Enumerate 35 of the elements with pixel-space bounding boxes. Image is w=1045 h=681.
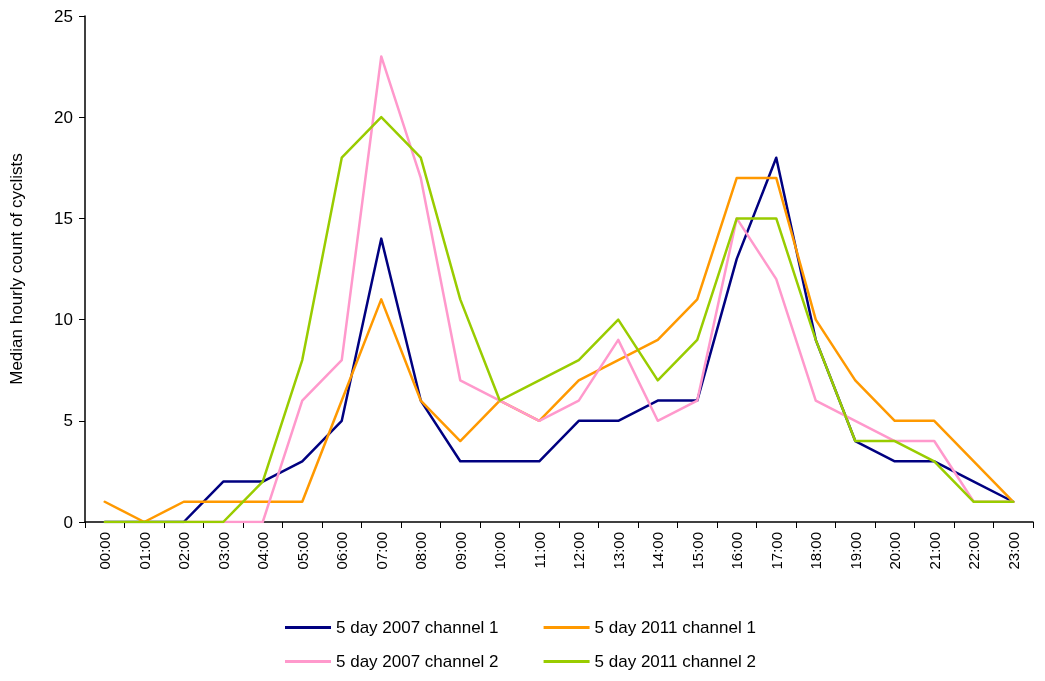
- x-tick-label: 19:00: [846, 532, 864, 570]
- x-tick-label: 18:00: [807, 532, 825, 570]
- legend-label: 5 day 2007 channel 1: [336, 618, 499, 637]
- x-tick-label: 04:00: [254, 532, 272, 570]
- x-tick-label: 05:00: [293, 532, 311, 570]
- x-tick-label: 08:00: [412, 532, 430, 570]
- x-tick-label: 09:00: [451, 532, 469, 570]
- legend-label: 5 day 2007 channel 2: [336, 652, 499, 671]
- x-tick-label: 10:00: [491, 532, 509, 570]
- y-tick-label: 5: [63, 411, 73, 431]
- x-tick-label: 20:00: [886, 532, 904, 570]
- y-tick-label: 0: [63, 512, 73, 532]
- y-tick-label: 10: [54, 310, 73, 330]
- x-tick-label: 23:00: [1004, 532, 1022, 570]
- x-tick-label: 15:00: [688, 532, 706, 570]
- x-tick-label: 03:00: [214, 532, 232, 570]
- legend-label: 5 day 2011 channel 1: [594, 618, 756, 637]
- x-tick-label: 06:00: [333, 532, 351, 570]
- x-tick-label: 16:00: [728, 532, 746, 570]
- x-tick-label: 02:00: [175, 532, 193, 570]
- y-axis-title: Median hourly count of cyclists: [7, 153, 26, 385]
- x-tick-label: 13:00: [609, 532, 627, 570]
- y-tick-label: 15: [54, 208, 73, 228]
- x-tick-label: 17:00: [767, 532, 785, 570]
- x-tick-label: 21:00: [925, 532, 943, 570]
- x-tick-label: 14:00: [649, 532, 667, 570]
- x-tick-label: 01:00: [135, 532, 153, 570]
- y-tick-label: 20: [54, 107, 73, 127]
- x-tick-label: 11:00: [530, 532, 548, 569]
- y-tick-label: 25: [54, 6, 73, 26]
- x-tick-label: 22:00: [965, 532, 983, 570]
- x-tick-label: 00:00: [96, 532, 114, 570]
- x-tick-label: 12:00: [570, 532, 588, 570]
- legend-label: 5 day 2011 channel 2: [594, 652, 756, 671]
- x-tick-label: 07:00: [372, 532, 390, 570]
